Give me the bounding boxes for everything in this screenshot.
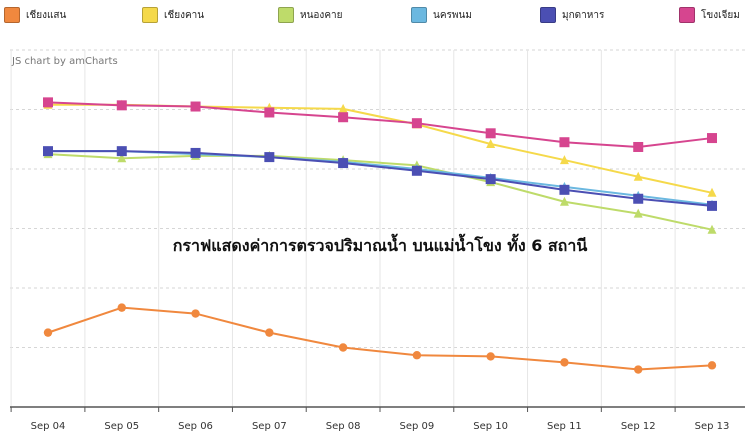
data-point bbox=[559, 137, 570, 148]
x-tick-label: Sep 06 bbox=[178, 421, 213, 432]
data-point bbox=[265, 328, 274, 337]
data-point bbox=[634, 365, 643, 374]
x-tick-label: Sep 09 bbox=[400, 421, 435, 432]
data-point bbox=[338, 158, 349, 169]
data-point bbox=[117, 153, 127, 163]
legend-item[interactable]: นครพนม bbox=[411, 6, 472, 24]
data-point bbox=[633, 141, 644, 152]
data-point bbox=[116, 100, 127, 111]
data-point bbox=[707, 187, 717, 197]
legend-label: นครพนม bbox=[433, 9, 472, 21]
data-point bbox=[559, 184, 570, 195]
legend-item[interactable]: โขงเจียม bbox=[679, 6, 740, 24]
data-point bbox=[43, 97, 53, 108]
x-tick-label: Sep 05 bbox=[104, 421, 139, 432]
series-line bbox=[47, 101, 713, 148]
data-point bbox=[116, 146, 127, 157]
data-point bbox=[412, 351, 422, 360]
series-line bbox=[48, 150, 713, 207]
legend-swatch bbox=[679, 7, 695, 23]
x-tick-label: Sep 11 bbox=[547, 421, 582, 432]
data-point bbox=[190, 101, 201, 112]
data-point bbox=[411, 165, 422, 176]
legend-item[interactable]: เชียงคาน bbox=[142, 6, 204, 24]
legend-label: หนองคาย bbox=[300, 9, 343, 21]
x-tick-label: Sep 04 bbox=[31, 421, 66, 432]
legend-swatch bbox=[278, 7, 294, 23]
x-tick-label: Sep 12 bbox=[621, 421, 656, 432]
legend-item[interactable]: หนองคาย bbox=[278, 6, 342, 24]
data-point bbox=[707, 133, 717, 144]
series-line bbox=[47, 306, 713, 371]
legend-item[interactable]: มุกดาหาร bbox=[540, 6, 604, 24]
data-point bbox=[559, 155, 569, 165]
data-point bbox=[190, 147, 201, 158]
data-point bbox=[707, 224, 717, 234]
x-tick-label: Sep 10 bbox=[473, 421, 508, 432]
legend-label: เชียงคาน bbox=[164, 9, 205, 21]
data-point bbox=[485, 174, 496, 185]
legend-label: เชียงแสน bbox=[26, 9, 67, 21]
data-point bbox=[485, 128, 496, 139]
series-line bbox=[47, 153, 713, 231]
legend-swatch bbox=[411, 7, 427, 23]
data-point bbox=[43, 328, 53, 337]
data-point bbox=[486, 139, 496, 149]
data-point bbox=[338, 343, 348, 352]
x-tick-label: Sep 07 bbox=[252, 421, 287, 432]
data-point bbox=[117, 303, 126, 312]
x-tick-label: Sep 13 bbox=[695, 421, 730, 432]
legend-swatch bbox=[4, 7, 20, 23]
data-point bbox=[707, 200, 717, 211]
data-point bbox=[486, 352, 495, 361]
legend-item[interactable]: เชียงแสน bbox=[4, 6, 66, 24]
chart-title: กราฟแสดงค่าการตรวจปริมาณน้ำ บนแม่น้ำโขง … bbox=[173, 233, 588, 255]
data-point bbox=[560, 358, 569, 367]
data-point bbox=[43, 146, 53, 157]
x-tick-label: Sep 08 bbox=[326, 421, 361, 432]
legend-swatch bbox=[142, 7, 158, 23]
legend-label: โขงเจียม bbox=[701, 9, 740, 21]
legend-swatch bbox=[540, 7, 556, 23]
legend-label: มุกดาหาร bbox=[562, 9, 605, 21]
data-point bbox=[338, 103, 348, 113]
data-point bbox=[633, 208, 643, 218]
data-point bbox=[338, 112, 349, 123]
data-point bbox=[264, 152, 275, 163]
chart-watermark: JS chart by amCharts bbox=[12, 56, 118, 67]
data-point bbox=[633, 171, 643, 181]
data-point bbox=[633, 193, 644, 204]
chart-legend: เชียงแสน เชียงคาน หนองคาย นครพนม มุกดาหาร โขง… bbox=[0, 0, 753, 34]
data-point bbox=[707, 361, 717, 370]
data-point bbox=[411, 118, 422, 129]
data-point bbox=[264, 107, 275, 118]
data-point bbox=[559, 196, 569, 206]
data-point bbox=[191, 309, 200, 318]
